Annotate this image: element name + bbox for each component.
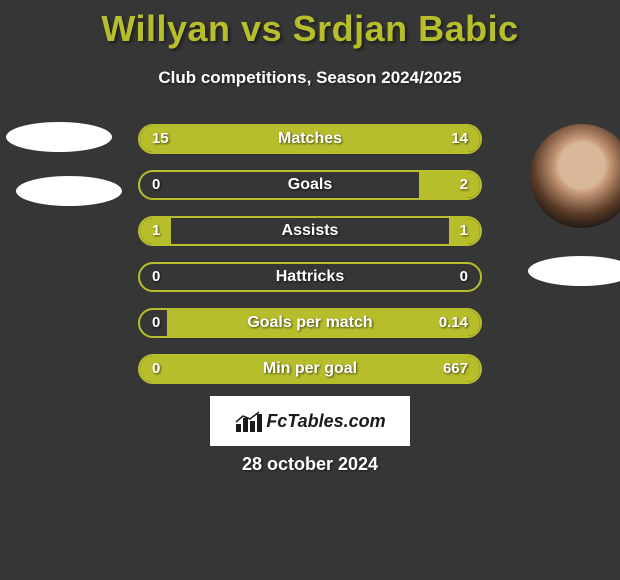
stat-row: 0 Hattricks 0 — [138, 262, 482, 292]
stat-label: Hattricks — [140, 264, 480, 290]
stat-fill-right — [316, 126, 480, 152]
stat-fill-left — [140, 126, 316, 152]
decorative-ellipse-left-1 — [6, 122, 112, 152]
stat-fill-right — [167, 310, 480, 336]
avatar-right — [530, 124, 620, 228]
decorative-ellipse-left-2 — [16, 176, 122, 206]
stat-row: 0 Goals 2 — [138, 170, 482, 200]
stat-fill-right — [140, 356, 480, 382]
logo-box: FcTables.com — [210, 396, 410, 446]
stat-row: 1 Assists 1 — [138, 216, 482, 246]
stats-container: 15 Matches 14 0 Goals 2 1 Assists 1 0 Ha… — [138, 124, 482, 400]
fctables-bars-icon — [234, 410, 262, 432]
stat-value-left: 0 — [152, 310, 160, 336]
stat-fill-right — [419, 172, 480, 198]
stat-row: 15 Matches 14 — [138, 124, 482, 154]
stat-fill-left — [140, 218, 171, 244]
stat-value-left: 0 — [152, 264, 160, 290]
stat-value-right: 0 — [460, 264, 468, 290]
decorative-ellipse-right — [528, 256, 620, 286]
stat-fill-right — [449, 218, 480, 244]
logo-text: FcTables.com — [266, 411, 385, 432]
stat-row: 0 Goals per match 0.14 — [138, 308, 482, 338]
page-title: Willyan vs Srdjan Babic — [0, 0, 620, 50]
stat-row: 0 Min per goal 667 — [138, 354, 482, 384]
date-label: 28 october 2024 — [0, 454, 620, 475]
subtitle: Club competitions, Season 2024/2025 — [0, 68, 620, 88]
stat-label: Assists — [140, 218, 480, 244]
stat-value-left: 0 — [152, 172, 160, 198]
